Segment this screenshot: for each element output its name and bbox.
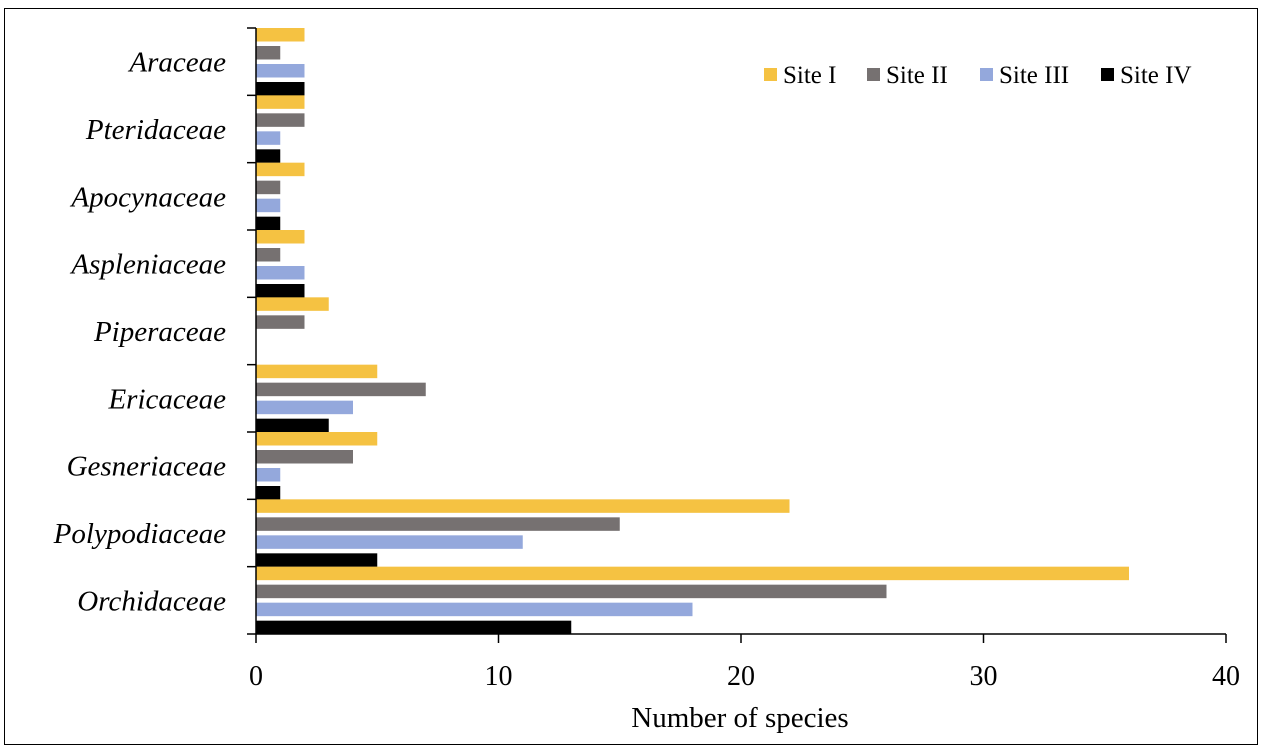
x-tick-label-10: 10	[485, 661, 513, 692]
category-label-apocynaceae: Apocynaceae	[69, 181, 226, 213]
bar-araceae-site-ii	[256, 46, 281, 60]
bar-ericaceae-site-iii	[256, 400, 353, 415]
legend-label-site-i: Site I	[783, 62, 836, 89]
axes-layer	[247, 27, 1227, 643]
bar-orchidaceae-site-iv	[256, 620, 572, 635]
bar-aspleniaceae-site-ii	[256, 248, 281, 262]
bar-pteridaceae-site-iv	[256, 149, 281, 163]
bar-aspleniaceae-site-iv	[256, 284, 305, 298]
category-label-ericaceae: Ericaceae	[107, 383, 226, 415]
legend-swatch-site-iv	[1101, 68, 1114, 81]
category-label-pteridaceae: Pteridaceae	[85, 114, 226, 146]
bar-pteridaceae-site-ii	[256, 113, 305, 127]
bar-apocynaceae-site-iv	[256, 216, 281, 231]
category-label-gesneriaceae: Gesneriaceae	[67, 451, 227, 483]
bar-gesneriaceae-site-iii	[256, 468, 281, 482]
legend-label-site-iv: Site IV	[1120, 62, 1192, 89]
legend-label-site-ii: Site II	[886, 62, 948, 89]
legend-swatch-site-iii	[980, 68, 993, 81]
legend-label-site-iii: Site III	[999, 62, 1069, 89]
x-tick-label-30: 30	[970, 661, 998, 692]
bar-apocynaceae-site-ii	[256, 180, 281, 195]
bar-gesneriaceae-site-ii	[256, 450, 353, 464]
legend-swatch-site-ii	[867, 68, 880, 81]
category-label-piperaceae: Piperaceae	[93, 316, 226, 348]
bar-apocynaceae-site-iii	[256, 198, 281, 213]
legend: Site I Site II Site III Site IV	[764, 62, 1192, 89]
bar-polypodiaceae-site-ii	[256, 517, 620, 531]
bar-polypodiaceae-site-iii	[256, 535, 523, 549]
category-label-orchidaceae: Orchidaceae	[77, 585, 226, 617]
bar-araceae-site-iii	[256, 64, 305, 78]
bar-polypodiaceae-site-iv	[256, 553, 378, 567]
chart-frame	[4, 8, 1258, 745]
bar-piperaceae-site-i	[256, 297, 329, 311]
bar-orchidaceae-site-iii	[256, 602, 693, 617]
bar-piperaceae-site-ii	[256, 315, 305, 329]
bar-pteridaceae-site-i	[256, 95, 305, 109]
x-tick-label-20: 20	[727, 661, 755, 692]
bar-araceae-site-iv	[256, 82, 305, 96]
bar-gesneriaceae-site-iv	[256, 486, 281, 500]
category-label-polypodiaceae: Polypodiaceae	[53, 518, 226, 550]
bar-orchidaceae-site-i	[256, 566, 1129, 581]
bars-layer	[256, 28, 1129, 635]
bar-aspleniaceae-site-i	[256, 230, 305, 244]
bar-ericaceae-site-ii	[256, 382, 426, 397]
category-labels: Araceae Pteridaceae Apocynaceae Aspleniacea…	[53, 47, 226, 618]
bar-polypodiaceae-site-i	[256, 499, 790, 513]
legend-swatch-site-i	[764, 68, 777, 81]
x-tick-labels: 0 10 20 30 40	[249, 661, 1240, 692]
bar-pteridaceae-site-iii	[256, 131, 281, 145]
bar-apocynaceae-site-i	[256, 162, 305, 177]
bar-araceae-site-i	[256, 28, 305, 42]
x-tick-label-0: 0	[249, 661, 263, 692]
bar-ericaceae-site-iv	[256, 418, 329, 433]
category-label-aspleniaceae: Aspleniaceae	[69, 249, 226, 281]
x-axis-title: Number of species	[631, 702, 848, 734]
bar-aspleniaceae-site-iii	[256, 266, 305, 280]
category-label-araceae: Araceae	[127, 47, 226, 79]
x-tick-label-40: 40	[1212, 661, 1240, 692]
bar-ericaceae-site-i	[256, 364, 378, 379]
bar-gesneriaceae-site-i	[256, 432, 378, 446]
bar-orchidaceae-site-ii	[256, 584, 887, 599]
